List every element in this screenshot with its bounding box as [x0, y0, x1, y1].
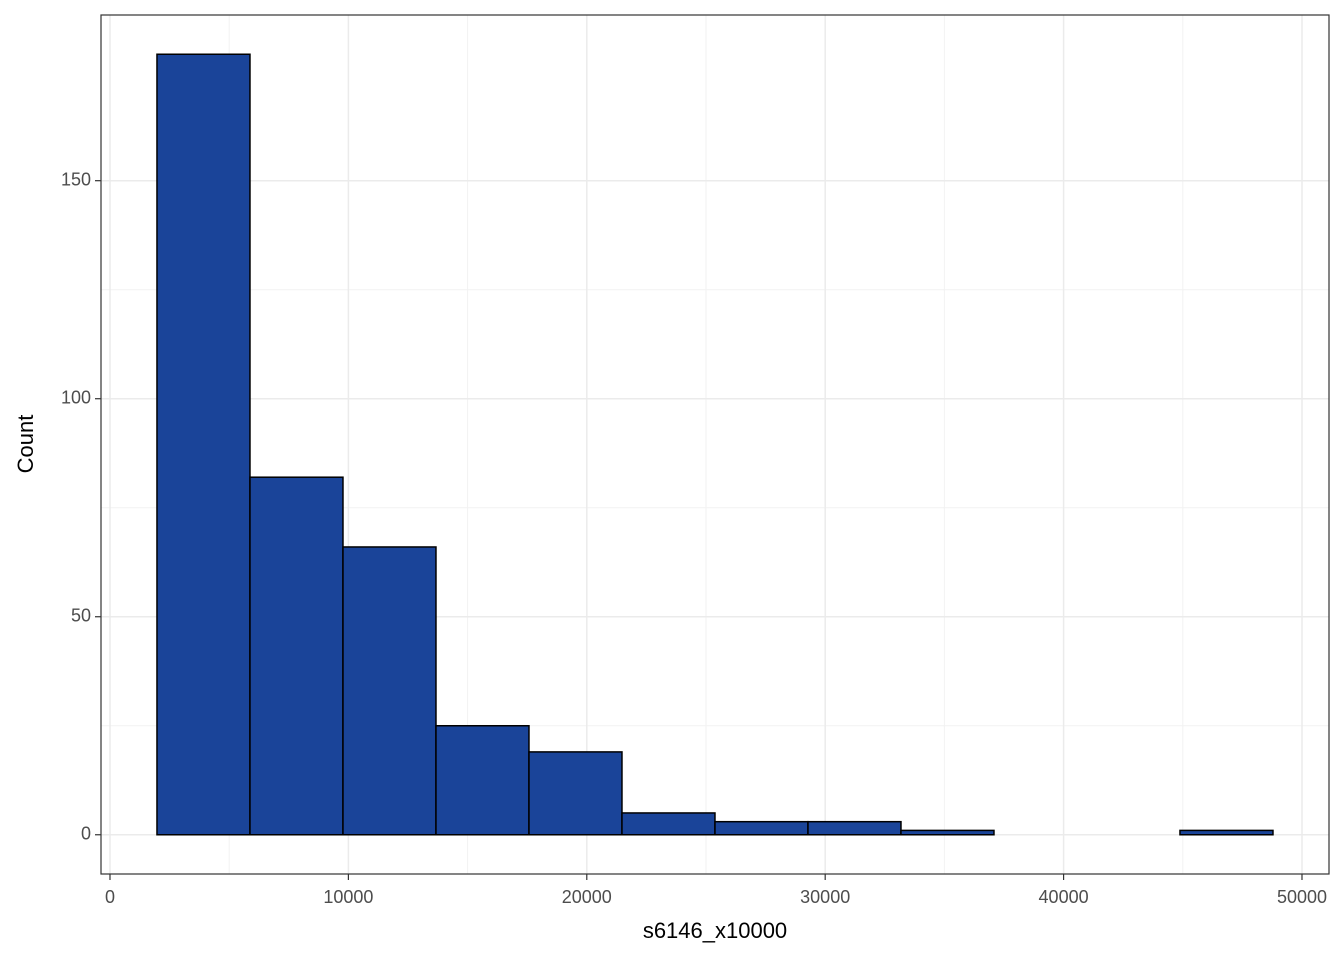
x-axis-title: s6146_x10000 — [643, 918, 787, 943]
bar — [1179, 829, 1274, 836]
bar — [435, 724, 530, 836]
x-tick-label: 50000 — [1277, 887, 1327, 907]
x-tick-label: 10000 — [323, 887, 373, 907]
x-tick-label: 20000 — [562, 887, 612, 907]
bar — [714, 820, 809, 836]
y-tick-label: 0 — [81, 824, 91, 844]
y-axis-title: Count — [13, 415, 38, 474]
bar — [900, 829, 995, 836]
y-tick-label: 50 — [71, 605, 91, 625]
x-tick-label: 40000 — [1039, 887, 1089, 907]
panel-border — [100, 14, 1330, 875]
y-tick-label: 150 — [61, 169, 91, 189]
bar — [621, 812, 716, 836]
bar — [156, 53, 251, 836]
bar — [249, 476, 344, 836]
y-tick-label: 100 — [61, 387, 91, 407]
bar — [528, 751, 623, 836]
x-tick-label: 0 — [105, 887, 115, 907]
bar — [807, 820, 902, 836]
bar — [342, 546, 437, 836]
x-tick-label: 30000 — [800, 887, 850, 907]
